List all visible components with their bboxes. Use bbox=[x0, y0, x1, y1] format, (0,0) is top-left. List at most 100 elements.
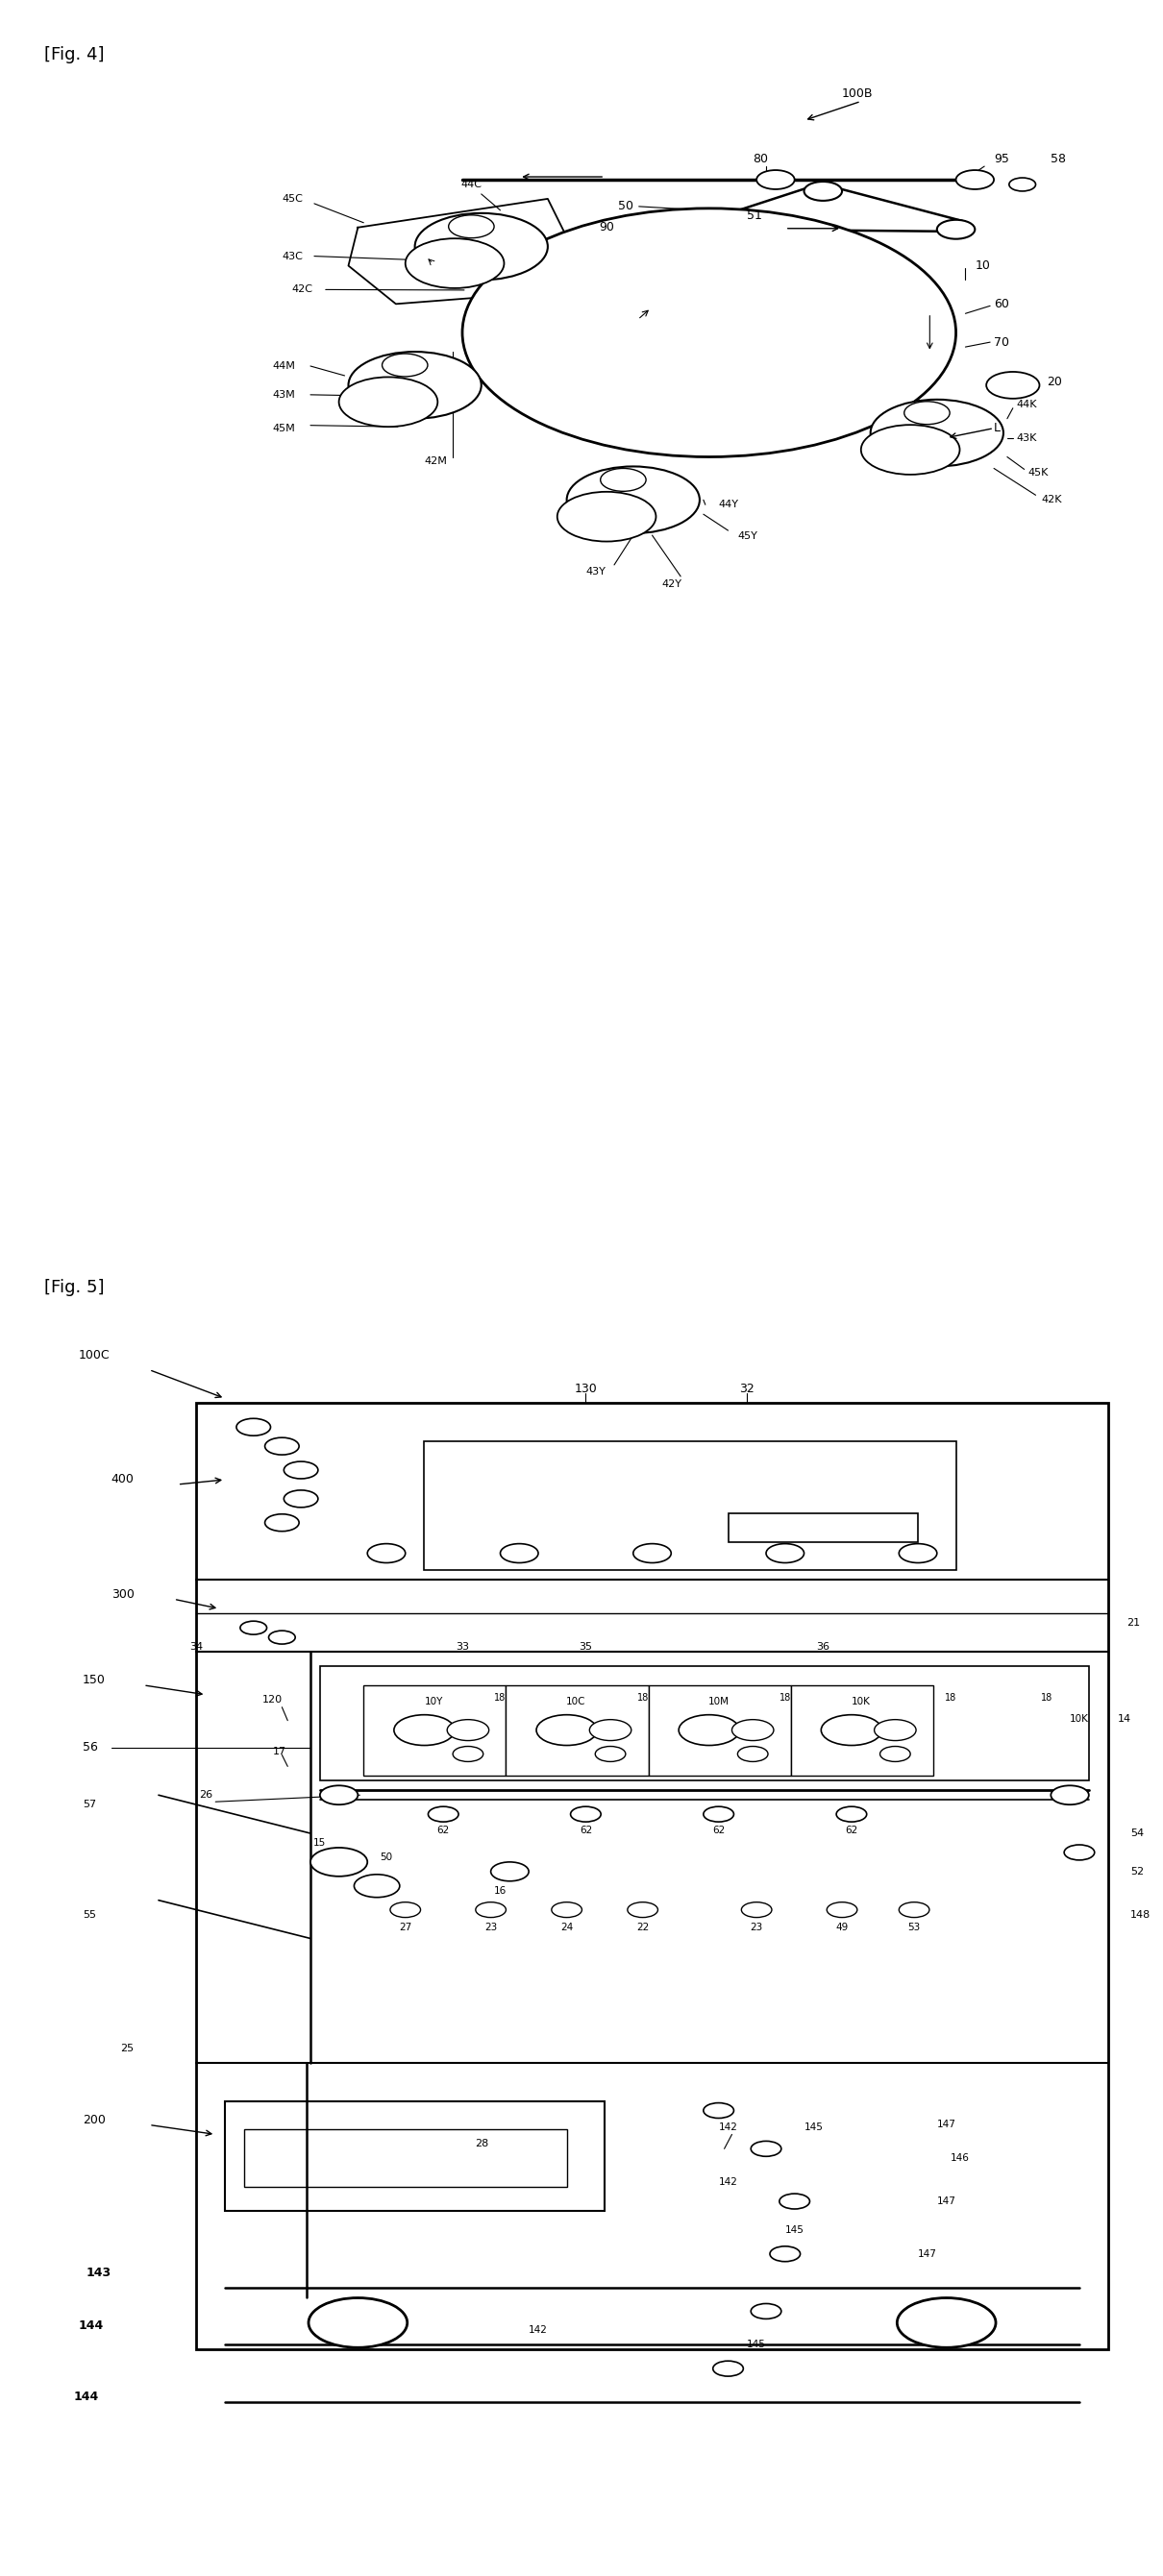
Circle shape bbox=[536, 1716, 597, 1747]
Text: 27: 27 bbox=[399, 1922, 412, 1932]
Text: 10Y: 10Y bbox=[424, 1698, 443, 1705]
Text: 62: 62 bbox=[712, 1826, 725, 1834]
Text: 18: 18 bbox=[637, 1692, 649, 1703]
Text: 14: 14 bbox=[1118, 1713, 1130, 1723]
Bar bbox=[424, 1443, 956, 1571]
Circle shape bbox=[338, 376, 437, 428]
Circle shape bbox=[700, 219, 737, 237]
Circle shape bbox=[732, 1721, 773, 1741]
Circle shape bbox=[679, 1716, 740, 1747]
Bar bbox=[648, 1685, 791, 1775]
Text: 300: 300 bbox=[112, 1589, 134, 1600]
Text: 16: 16 bbox=[494, 1886, 507, 1896]
Circle shape bbox=[1051, 1785, 1089, 1806]
Circle shape bbox=[770, 2246, 800, 2262]
Circle shape bbox=[713, 2362, 743, 2375]
Circle shape bbox=[836, 1806, 866, 1821]
Bar bbox=[197, 1404, 1108, 2349]
Circle shape bbox=[766, 1543, 804, 1564]
Text: 44K: 44K bbox=[1016, 399, 1037, 410]
Text: 43Y: 43Y bbox=[586, 567, 606, 577]
Text: 18: 18 bbox=[944, 1692, 956, 1703]
Text: 145: 145 bbox=[804, 2123, 823, 2133]
Circle shape bbox=[236, 1419, 271, 1435]
Circle shape bbox=[986, 371, 1040, 399]
Circle shape bbox=[354, 1875, 400, 1899]
Text: 45M: 45M bbox=[272, 422, 295, 433]
Text: 51: 51 bbox=[747, 209, 763, 222]
Circle shape bbox=[827, 1901, 857, 1917]
Text: 148: 148 bbox=[1130, 1909, 1151, 1919]
Bar bbox=[791, 1685, 933, 1775]
Text: 44C: 44C bbox=[462, 180, 483, 188]
Text: 34: 34 bbox=[190, 1641, 204, 1651]
Bar bbox=[224, 2102, 605, 2210]
Text: 54: 54 bbox=[1130, 1829, 1144, 1839]
Text: 45K: 45K bbox=[1028, 469, 1049, 479]
Text: 55: 55 bbox=[83, 1909, 97, 1919]
Circle shape bbox=[390, 1901, 421, 1917]
Bar bbox=[364, 1685, 506, 1775]
Circle shape bbox=[880, 1747, 911, 1762]
Circle shape bbox=[449, 214, 494, 237]
Text: 100C: 100C bbox=[79, 1350, 110, 1363]
Circle shape bbox=[447, 1721, 488, 1741]
Bar bbox=[728, 1512, 918, 1543]
Circle shape bbox=[897, 2298, 996, 2347]
Text: 10M: 10M bbox=[708, 1698, 729, 1705]
Text: 42K: 42K bbox=[1041, 495, 1062, 505]
Circle shape bbox=[311, 1847, 368, 1875]
Circle shape bbox=[476, 1901, 506, 1917]
Text: 50: 50 bbox=[380, 1852, 393, 1862]
Circle shape bbox=[937, 219, 975, 240]
Circle shape bbox=[704, 1806, 734, 1821]
Circle shape bbox=[741, 1901, 772, 1917]
Text: 22: 22 bbox=[636, 1922, 649, 1932]
Text: 49: 49 bbox=[836, 1922, 848, 1932]
Text: 147: 147 bbox=[937, 2197, 956, 2205]
Circle shape bbox=[265, 1437, 299, 1455]
Text: 143: 143 bbox=[86, 2267, 112, 2280]
Text: 100B: 100B bbox=[842, 88, 873, 100]
Circle shape bbox=[320, 1785, 358, 1806]
Text: 60: 60 bbox=[994, 299, 1009, 309]
Circle shape bbox=[284, 1461, 317, 1479]
Circle shape bbox=[875, 1721, 916, 1741]
Text: 17: 17 bbox=[272, 1747, 286, 1757]
Text: 15: 15 bbox=[314, 1839, 327, 1847]
Text: 42C: 42C bbox=[292, 286, 313, 294]
Text: 42M: 42M bbox=[424, 456, 448, 466]
Circle shape bbox=[737, 1747, 768, 1762]
Circle shape bbox=[241, 1620, 266, 1636]
Text: 43M: 43M bbox=[272, 389, 295, 399]
Circle shape bbox=[368, 1543, 406, 1564]
Circle shape bbox=[704, 2102, 734, 2117]
Circle shape bbox=[751, 2141, 782, 2156]
Text: 23: 23 bbox=[750, 1922, 763, 1932]
Circle shape bbox=[406, 240, 504, 289]
Text: 130: 130 bbox=[575, 1383, 597, 1396]
Text: 35: 35 bbox=[579, 1641, 592, 1651]
Text: 70: 70 bbox=[994, 335, 1009, 348]
Text: 10K: 10K bbox=[1070, 1713, 1089, 1723]
Circle shape bbox=[899, 1901, 929, 1917]
Circle shape bbox=[751, 2303, 782, 2318]
Text: 56: 56 bbox=[83, 1741, 98, 1754]
Text: 33: 33 bbox=[456, 1641, 469, 1651]
Circle shape bbox=[1009, 178, 1036, 191]
Circle shape bbox=[956, 170, 994, 188]
Text: 25: 25 bbox=[121, 2043, 134, 2053]
Text: 147: 147 bbox=[937, 2120, 956, 2130]
Text: 36: 36 bbox=[816, 1641, 829, 1651]
Text: 145: 145 bbox=[785, 2226, 804, 2236]
Text: 62: 62 bbox=[579, 1826, 592, 1834]
Circle shape bbox=[779, 2195, 809, 2210]
Text: 50: 50 bbox=[618, 201, 633, 214]
Text: 142: 142 bbox=[719, 2123, 737, 2133]
Circle shape bbox=[566, 466, 700, 533]
Text: 32: 32 bbox=[740, 1383, 755, 1396]
Circle shape bbox=[383, 353, 428, 376]
Text: 52: 52 bbox=[1130, 1868, 1144, 1875]
Text: 53: 53 bbox=[908, 1922, 921, 1932]
Bar bbox=[320, 1667, 1089, 1780]
